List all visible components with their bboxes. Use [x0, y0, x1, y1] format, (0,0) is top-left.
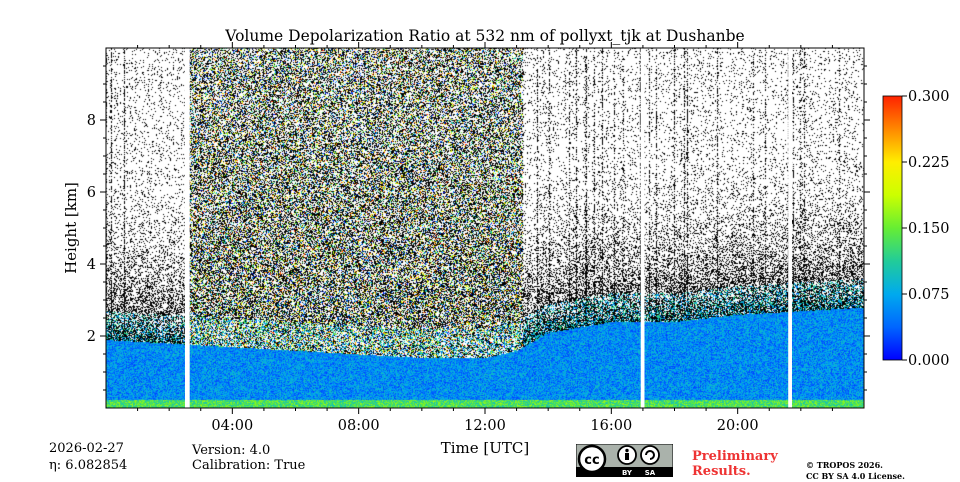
data-gap [184, 48, 190, 408]
x-tick-label: 20:00 [717, 418, 759, 434]
footer-calibration: Calibration: True [192, 458, 306, 473]
chart-title: Volume Depolarization Ratio at 532 nm of… [224, 27, 744, 45]
copyright-line-2: CC BY SA 4.0 License. [806, 471, 905, 481]
cc-by-sa-badge: cc BY SA [576, 444, 673, 477]
y-tick-label: 6 [87, 185, 96, 201]
colorbar-tick-label: 0.225 [908, 155, 950, 171]
colorbar-tick-label: 0.000 [908, 353, 950, 369]
colorbar-tick-label: 0.300 [908, 89, 950, 105]
footer-date: 2026-02-27 [49, 441, 124, 456]
data-gaps [184, 48, 792, 408]
y-tick-label: 4 [87, 257, 96, 273]
y-tick-label: 8 [87, 113, 96, 129]
copyright-note: © TROPOS 2026. CC BY SA 4.0 License. [806, 460, 905, 482]
badge-by-label: BY [622, 469, 633, 477]
svg-text:cc: cc [584, 453, 599, 468]
copyright-line-1: © TROPOS 2026. [806, 460, 883, 470]
x-tick-label: 08:00 [338, 418, 380, 434]
preliminary-results-note: Preliminary Results. [692, 449, 778, 479]
x-tick-label: 12:00 [464, 418, 506, 434]
x-axis-label: Time [UTC] [441, 439, 530, 457]
share-alike-icon [640, 445, 660, 465]
colorbar-tick-label: 0.075 [908, 287, 950, 303]
preliminary-line-2: Results. [692, 464, 751, 479]
x-axis: 04:00 08:00 12:00 16:00 20:00 [137, 42, 833, 434]
data-gap [788, 48, 792, 408]
y-tick-label: 2 [87, 329, 96, 345]
cc-icon [577, 444, 607, 474]
x-tick-label: 04:00 [211, 418, 253, 434]
y-axis-label: Height [km] [62, 182, 80, 274]
x-tick-label: 16:00 [590, 418, 632, 434]
colorbar-ticks: 0.000 0.075 0.150 0.225 0.300 [902, 89, 950, 369]
y-axis: 2 4 6 8 [87, 65, 870, 391]
footer-version: Version: 4.0 [192, 443, 271, 458]
colorbar [882, 95, 903, 361]
preliminary-line-1: Preliminary [692, 449, 778, 464]
data-gap [640, 48, 645, 408]
colorbar-tick-label: 0.150 [908, 221, 950, 237]
depolarization-heatmap [106, 48, 864, 408]
badge-sa-label: SA [645, 469, 656, 477]
footer-eta: η: 6.082854 [49, 458, 128, 473]
